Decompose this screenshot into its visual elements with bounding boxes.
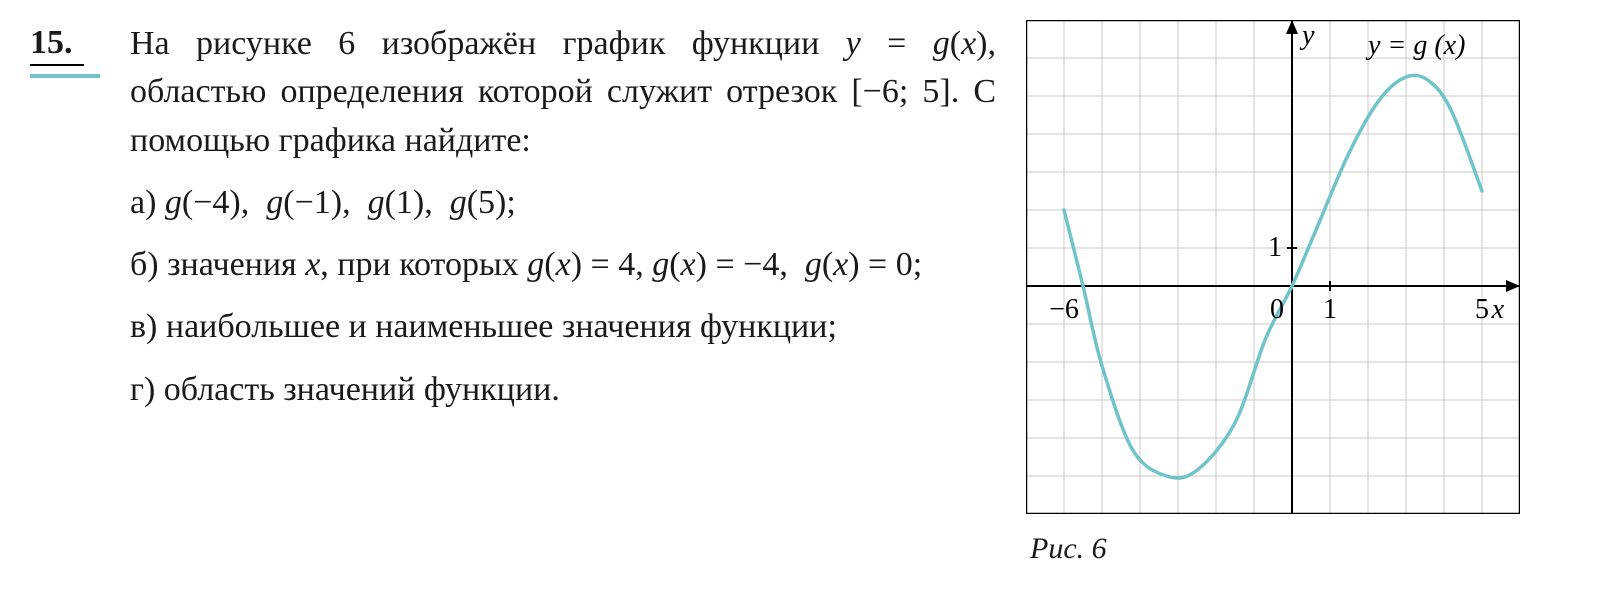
function-graph: y x −6 0 1 5 1 y = g (x)	[1026, 20, 1520, 514]
svg-text:y: y	[1299, 20, 1315, 51]
part-c: в) наибольшее и наименьшее значения функ…	[130, 303, 996, 351]
number-accent	[30, 74, 100, 78]
svg-text:0: 0	[1270, 294, 1284, 325]
part-a: а) g(−4), g(−1), g(1), g(5);	[130, 179, 996, 227]
svg-text:−6: −6	[1049, 294, 1079, 325]
figure-caption: Рис. 6	[1026, 532, 1586, 566]
page-root: 15. На рисунке 6 изображён график функци…	[0, 0, 1616, 590]
svg-text:5: 5	[1475, 294, 1489, 325]
problem-text-column: На рисунке 6 изображён график функции y …	[130, 20, 1016, 428]
svg-text:1: 1	[1323, 294, 1337, 325]
problem-number: 15.	[30, 24, 73, 62]
part-b: б) значения x, при которых g(x) = 4, g(x…	[130, 241, 996, 289]
svg-text:y = g (x): y = g (x)	[1365, 30, 1465, 61]
svg-text:1: 1	[1268, 232, 1282, 263]
chart-column: y x −6 0 1 5 1 y = g (x) Рис. 6	[1016, 20, 1586, 566]
problem-intro: На рисунке 6 изображён график функции y …	[130, 20, 996, 165]
problem-number-column: 15.	[30, 20, 130, 78]
number-underline	[30, 64, 84, 66]
svg-text:x: x	[1491, 294, 1505, 325]
part-d: г) область значений функции.	[130, 366, 996, 414]
